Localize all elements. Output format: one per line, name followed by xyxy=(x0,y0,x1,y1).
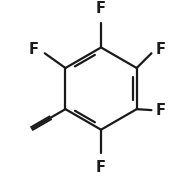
Text: F: F xyxy=(156,103,166,118)
Text: F: F xyxy=(96,160,106,175)
Text: F: F xyxy=(96,1,106,16)
Text: F: F xyxy=(156,42,166,57)
Text: F: F xyxy=(29,42,39,57)
